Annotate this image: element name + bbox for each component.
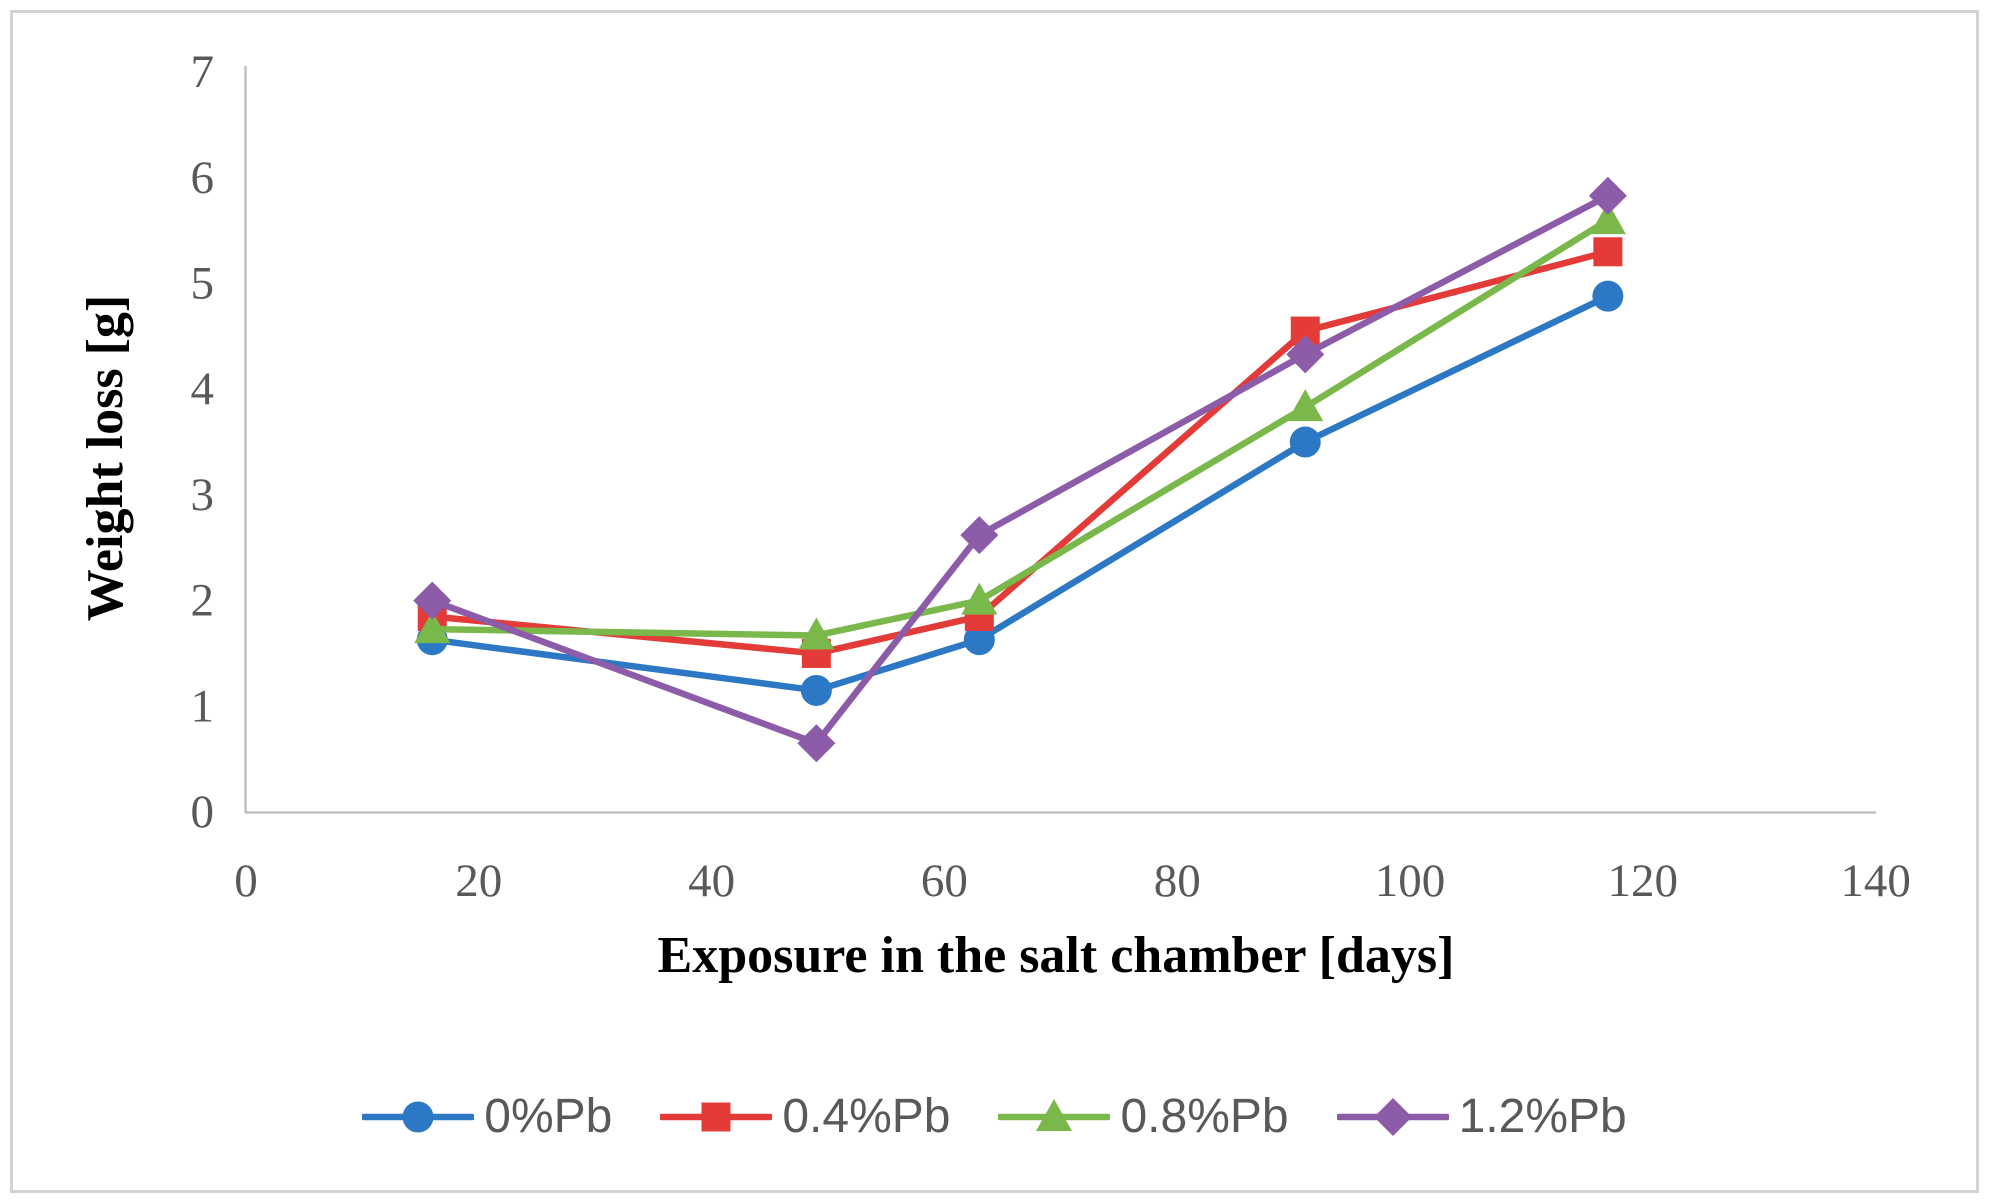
y-axis-title: Weight loss [g] bbox=[77, 295, 134, 621]
y-tick-label: 7 bbox=[191, 46, 215, 98]
legend-square-glyph bbox=[701, 1102, 731, 1132]
chart-legend: 0%Pb 0.4%Pb 0.8%Pb 1.2%Pb bbox=[0, 1093, 1989, 1141]
data-point-0%Pb bbox=[963, 624, 995, 656]
legend-item-0%Pb: 0%Pb bbox=[362, 1093, 612, 1141]
legend-triangle-marker-icon bbox=[998, 1099, 1111, 1131]
data-point-1.2%Pb bbox=[797, 724, 836, 763]
legend-circle-glyph bbox=[402, 1101, 434, 1133]
legend-square-marker-icon bbox=[660, 1102, 773, 1132]
series-line-0.8%Pb bbox=[428, 216, 1612, 639]
data-point-0.8%Pb bbox=[1287, 389, 1324, 422]
data-point-0%Pb bbox=[1289, 426, 1321, 458]
series-line-0.4%Pb bbox=[428, 248, 1612, 657]
legend-label: 0%Pb bbox=[484, 1090, 613, 1143]
x-tick-label: 100 bbox=[1375, 855, 1446, 907]
x-tick-label: 20 bbox=[455, 855, 502, 907]
legend-item-1.2%Pb: 1.2%Pb bbox=[1336, 1090, 1627, 1143]
y-tick-label: 3 bbox=[191, 469, 215, 521]
data-point-1.2%Pb bbox=[1286, 335, 1325, 374]
x-tick-label: 40 bbox=[688, 855, 735, 907]
legend-triangle-glyph bbox=[1036, 1099, 1073, 1131]
legend-label: 0.8%Pb bbox=[1120, 1090, 1289, 1143]
x-tick-label: 0 bbox=[234, 855, 258, 907]
y-tick-label: 6 bbox=[191, 152, 215, 204]
x-axis-title: Exposure in the salt chamber [days] bbox=[658, 927, 1455, 984]
data-point-0.4%Pb bbox=[1593, 237, 1623, 267]
x-tick-label: 140 bbox=[1840, 855, 1911, 907]
y-tick-label: 0 bbox=[191, 786, 215, 838]
legend-diamond-glyph bbox=[1373, 1098, 1412, 1136]
legend-label: 1.2%Pb bbox=[1458, 1090, 1627, 1143]
data-point-0.8%Pb bbox=[1589, 202, 1626, 235]
legend-diamond-marker-icon bbox=[1336, 1098, 1449, 1136]
data-point-1.2%Pb bbox=[413, 581, 452, 620]
data-point-0%Pb bbox=[800, 674, 832, 706]
y-tick-label: 5 bbox=[191, 258, 215, 310]
legend-label: 0.4%Pb bbox=[782, 1090, 951, 1143]
x-tick-label: 80 bbox=[1154, 855, 1201, 907]
data-point-0.8%Pb bbox=[414, 611, 451, 644]
x-tick-label: 60 bbox=[921, 855, 968, 907]
legend-item-0.4%Pb: 0.4%Pb bbox=[660, 1093, 950, 1141]
data-point-0.8%Pb bbox=[798, 617, 835, 650]
y-tick-label: 1 bbox=[191, 680, 215, 732]
y-tick-label: 4 bbox=[191, 363, 215, 415]
legend-circle-marker-icon bbox=[362, 1101, 475, 1133]
data-point-0.8%Pb bbox=[961, 582, 998, 615]
y-tick-label: 2 bbox=[191, 575, 215, 627]
data-point-1.2%Pb bbox=[1588, 176, 1627, 215]
legend-item-0.8%Pb: 0.8%Pb bbox=[998, 1090, 1289, 1143]
data-point-0%Pb bbox=[1592, 280, 1624, 312]
data-point-1.2%Pb bbox=[960, 516, 999, 555]
x-tick-label: 120 bbox=[1608, 855, 1679, 907]
